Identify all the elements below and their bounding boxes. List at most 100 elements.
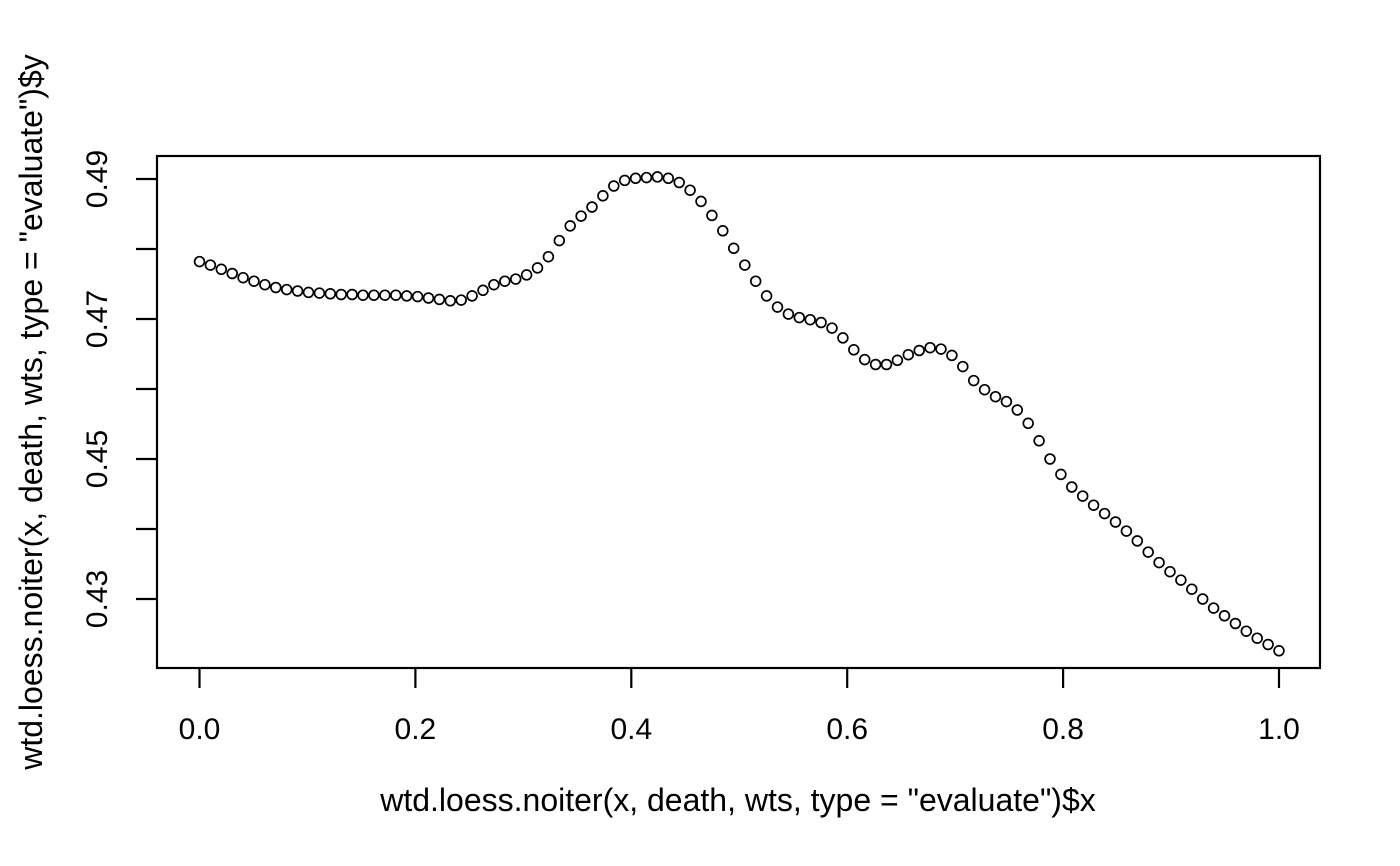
y-axis-ticks: [136, 177, 157, 601]
data-point: [597, 190, 609, 202]
data-point: [357, 289, 369, 301]
data-point: [1262, 638, 1274, 651]
data-point: [608, 180, 620, 192]
data-point: [1087, 499, 1100, 511]
data-point: [411, 290, 424, 303]
y-tick-label: 0.49: [81, 150, 114, 208]
data-point: [575, 210, 587, 222]
x-axis-title: wtd.loess.noiter(x, death, wts, type = "…: [379, 782, 1096, 818]
data-point: [488, 278, 500, 291]
data-point: [1196, 593, 1209, 605]
data-point: [869, 358, 882, 371]
x-tick-label: 0.4: [610, 713, 652, 746]
data-point: [248, 275, 260, 287]
data-point: [1186, 583, 1198, 595]
data-point: [368, 289, 380, 301]
data-point: [1153, 556, 1165, 569]
data-point: [1175, 574, 1187, 586]
data-point: [444, 295, 457, 307]
data-point: [1044, 453, 1056, 465]
data-point: [760, 290, 773, 302]
data-point: [564, 220, 576, 232]
data-point: [379, 289, 391, 301]
data-point: [204, 259, 217, 271]
data-point: [1164, 565, 1176, 578]
data-point: [815, 316, 827, 329]
data-point: [1273, 645, 1285, 657]
data-point: [531, 262, 544, 274]
data-point: [858, 353, 871, 366]
x-tick-label: 0.2: [395, 713, 437, 746]
x-axis-tick-labels: 0.0 0.2 0.4 0.6 0.8 1.0: [179, 713, 1300, 746]
data-point: [455, 294, 467, 306]
data-points: [193, 171, 1285, 657]
y-tick-label: 0.45: [81, 430, 114, 488]
data-point: [1000, 395, 1013, 408]
data-point: [640, 171, 653, 184]
data-point: [346, 288, 358, 301]
data-point: [793, 311, 806, 324]
data-point: [804, 313, 816, 326]
data-point: [739, 259, 751, 271]
data-point: [749, 275, 762, 287]
data-point: [771, 301, 784, 313]
data-point: [477, 284, 489, 297]
x-tick-label: 0.0: [179, 713, 221, 746]
data-point: [586, 201, 598, 213]
data-point: [193, 255, 206, 268]
data-point: [1207, 602, 1220, 614]
data-point: [1022, 417, 1034, 430]
data-point: [237, 271, 249, 284]
data-point: [1218, 610, 1231, 622]
data-point: [400, 290, 413, 302]
data-point: [1240, 625, 1253, 637]
data-point: [967, 374, 980, 387]
data-point: [880, 358, 893, 371]
data-point: [684, 184, 696, 196]
data-point: [1229, 617, 1242, 630]
data-point: [891, 354, 904, 367]
data-point: [673, 176, 685, 189]
data-point: [466, 290, 478, 302]
y-axis-title: wtd.loess.noiter(x, death, wts, type = "…: [13, 54, 49, 771]
data-point: [1066, 481, 1078, 493]
data-point: [662, 172, 675, 185]
data-point: [542, 250, 555, 263]
data-point: [989, 390, 1002, 403]
data-point: [390, 289, 402, 301]
data-point: [1098, 507, 1111, 520]
data-point: [291, 285, 304, 297]
data-point: [848, 344, 860, 356]
data-point: [1142, 546, 1154, 558]
data-point: [935, 343, 947, 355]
y-tick-label: 0.47: [81, 290, 114, 348]
data-point: [1055, 468, 1067, 481]
data-point: [1131, 535, 1144, 547]
data-point: [826, 322, 838, 334]
data-point: [946, 349, 958, 362]
data-point: [727, 242, 740, 255]
data-point: [706, 209, 718, 222]
data-point: [302, 286, 315, 299]
data-point: [717, 225, 729, 237]
data-point: [324, 288, 337, 300]
x-tick-label: 0.8: [1042, 713, 1084, 746]
x-tick-label: 1.0: [1258, 713, 1300, 746]
data-point: [629, 172, 642, 185]
data-point: [1251, 632, 1263, 644]
data-point: [553, 234, 566, 247]
data-point: [422, 292, 435, 304]
data-point: [1011, 404, 1024, 416]
data-point: [924, 341, 936, 354]
data-point: [913, 344, 925, 357]
data-point: [520, 269, 533, 281]
data-point: [499, 275, 511, 287]
plot-box: [155, 154, 1322, 670]
x-tick-label: 0.6: [826, 713, 868, 746]
y-tick-label: 0.43: [81, 570, 114, 628]
data-point: [280, 283, 293, 296]
data-point: [433, 293, 446, 306]
data-point: [902, 348, 915, 361]
data-point: [1033, 435, 1045, 447]
